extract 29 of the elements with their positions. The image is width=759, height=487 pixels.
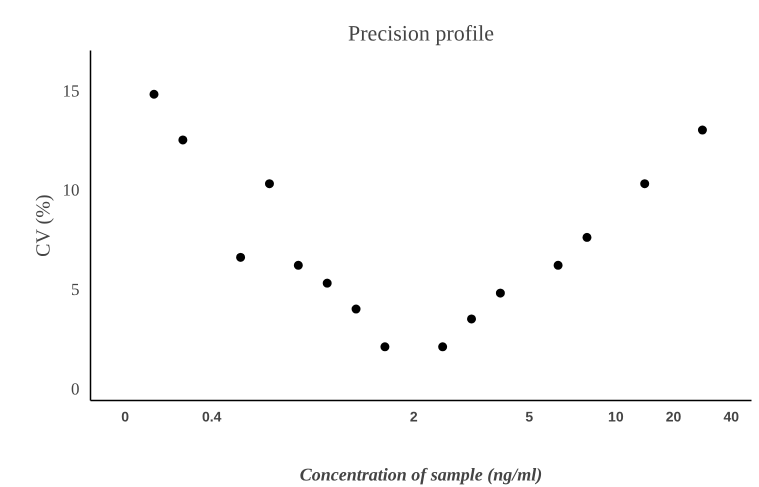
point (150, 90, 158, 99)
y-axis-title: CV (%) (32, 194, 54, 257)
point (352, 304, 361, 314)
point (698, 126, 707, 135)
point (554, 260, 563, 270)
x-tick-label: 0 (121, 408, 130, 424)
point (178, 135, 188, 144)
x-tick-label: 2 (410, 408, 418, 424)
x-tick-label: 40 (724, 408, 740, 424)
point (438, 342, 448, 352)
x-tick-label: 20 (666, 408, 682, 424)
point (380, 342, 390, 352)
x-tick-label: 10 (608, 408, 624, 424)
y-tick-label: 5 (71, 280, 80, 300)
point (640, 179, 650, 188)
x-tick-label: 5 (525, 408, 534, 424)
point (236, 252, 246, 262)
point (496, 288, 505, 298)
x-tick-label: 0.4 (202, 408, 222, 424)
point (582, 232, 592, 242)
point (467, 314, 476, 324)
point (264, 179, 274, 188)
y-tick-label: 0 (71, 380, 80, 399)
point (294, 260, 303, 270)
chart-title: Precision profile (348, 20, 494, 46)
point (322, 278, 332, 288)
x-axis-title: Concentration of sample (ng/ml) (300, 464, 542, 484)
y-tick-label: 15 (62, 81, 80, 100)
y-tick-label: 10 (62, 180, 80, 200)
